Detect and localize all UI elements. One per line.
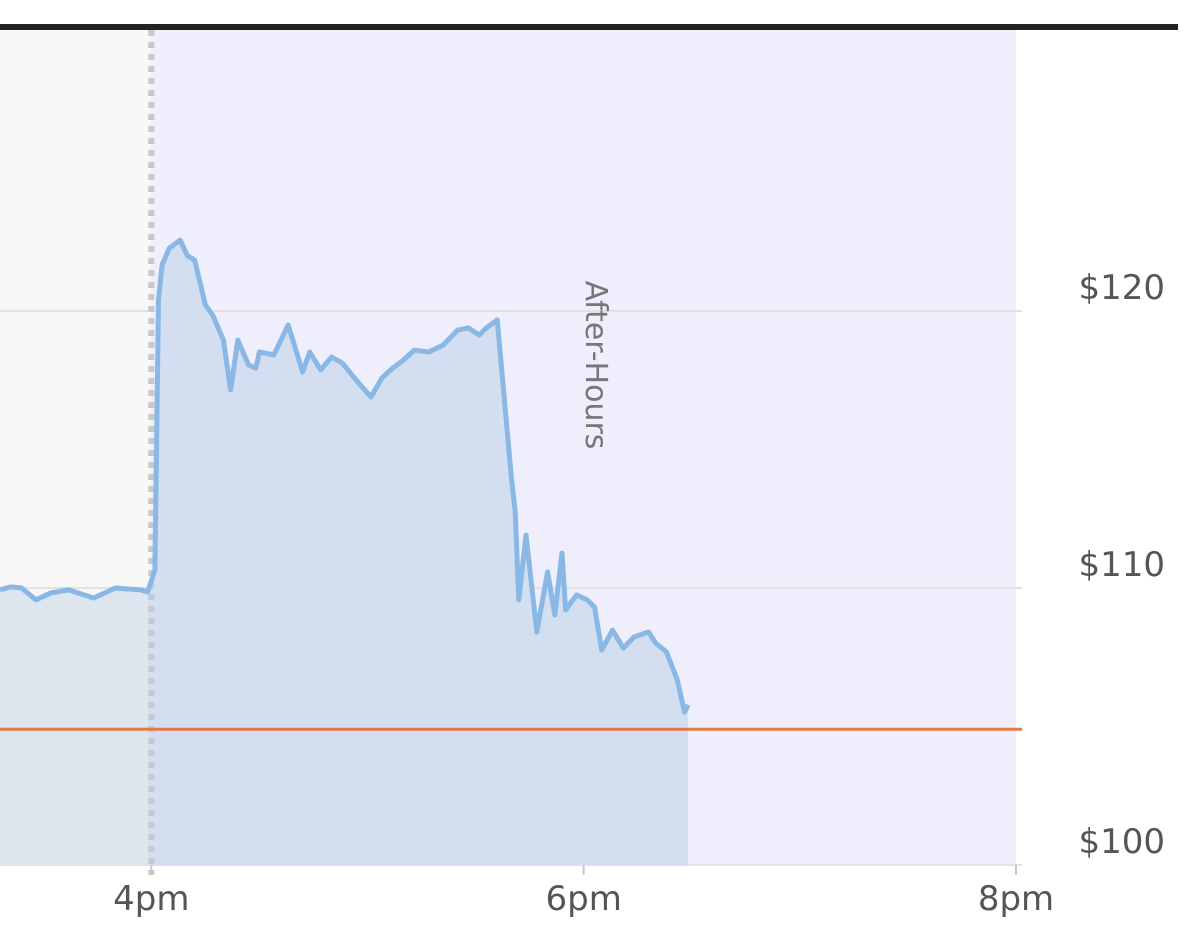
- y-tick-label: $120: [1078, 268, 1165, 308]
- y-tick-label: $110: [1078, 545, 1165, 585]
- x-tick-label: 8pm: [978, 879, 1054, 919]
- x-tick-label: 4pm: [113, 879, 189, 919]
- top-bar: [0, 24, 1178, 30]
- price-line: [0, 237, 691, 715]
- x-tick-label: 6pm: [545, 879, 621, 919]
- regular-session-area: [0, 586, 148, 865]
- after-hours-area: [147, 240, 689, 866]
- y-tick-label: $100: [1078, 822, 1165, 862]
- after-hours-label: After-Hours: [578, 281, 613, 450]
